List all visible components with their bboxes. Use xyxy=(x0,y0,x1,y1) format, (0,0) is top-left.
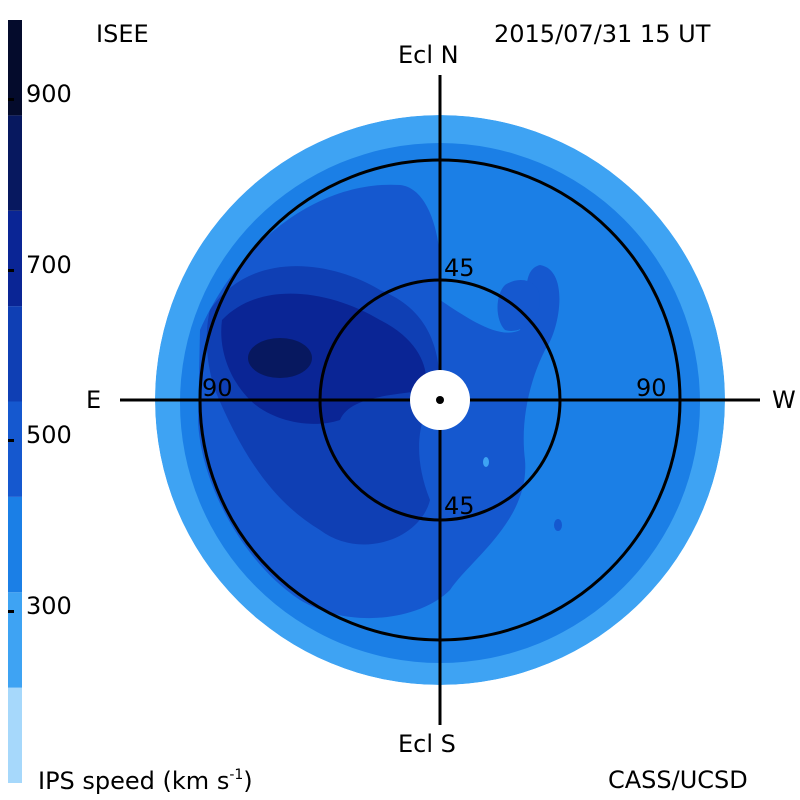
ring-label-45-south: 45 xyxy=(444,492,475,520)
tick-500 xyxy=(8,439,14,442)
ring-label-90-east: 90 xyxy=(202,374,233,402)
colorbar-segment-400 xyxy=(8,496,22,593)
north-label: Ecl N xyxy=(398,41,459,69)
west-label: W xyxy=(772,386,796,414)
small-patch-1 xyxy=(554,519,562,531)
tick-700 xyxy=(8,269,14,272)
ring-label-90-west: 90 xyxy=(636,374,667,402)
colorbar-segment-900 xyxy=(8,20,22,116)
small-patch-2 xyxy=(483,457,489,467)
colorbar-title: IPS speed (km s-1) xyxy=(38,767,253,795)
colorbar-label-700: 700 xyxy=(26,251,72,279)
colorbar-label-900: 900 xyxy=(26,80,72,108)
colorbar xyxy=(8,20,22,783)
ring-label-45-north: 45 xyxy=(444,254,475,282)
org-label: ISEE xyxy=(96,20,149,48)
east-label: E xyxy=(86,386,102,414)
colorbar-segment-300 xyxy=(8,592,22,688)
speed-contours xyxy=(155,115,725,685)
sun-center-dot xyxy=(436,396,444,404)
credit-label: CASS/UCSD xyxy=(608,766,748,794)
timestamp: 2015/07/31 15 UT xyxy=(494,20,711,48)
colorbar-label-300: 300 xyxy=(26,592,72,620)
south-label: Ecl S xyxy=(398,730,456,758)
colorbar-segment-700 xyxy=(8,210,22,307)
colorbar-segment-500 xyxy=(8,401,22,497)
colorbar-segment-600 xyxy=(8,306,22,402)
east-peak-region xyxy=(248,338,312,378)
tick-900 xyxy=(8,98,14,101)
colorbar-label-500: 500 xyxy=(26,421,72,449)
tick-300 xyxy=(8,610,14,613)
colorbar-segment-200 xyxy=(8,687,22,783)
colorbar-segment-800 xyxy=(8,115,22,211)
east-faster-region xyxy=(221,293,427,424)
